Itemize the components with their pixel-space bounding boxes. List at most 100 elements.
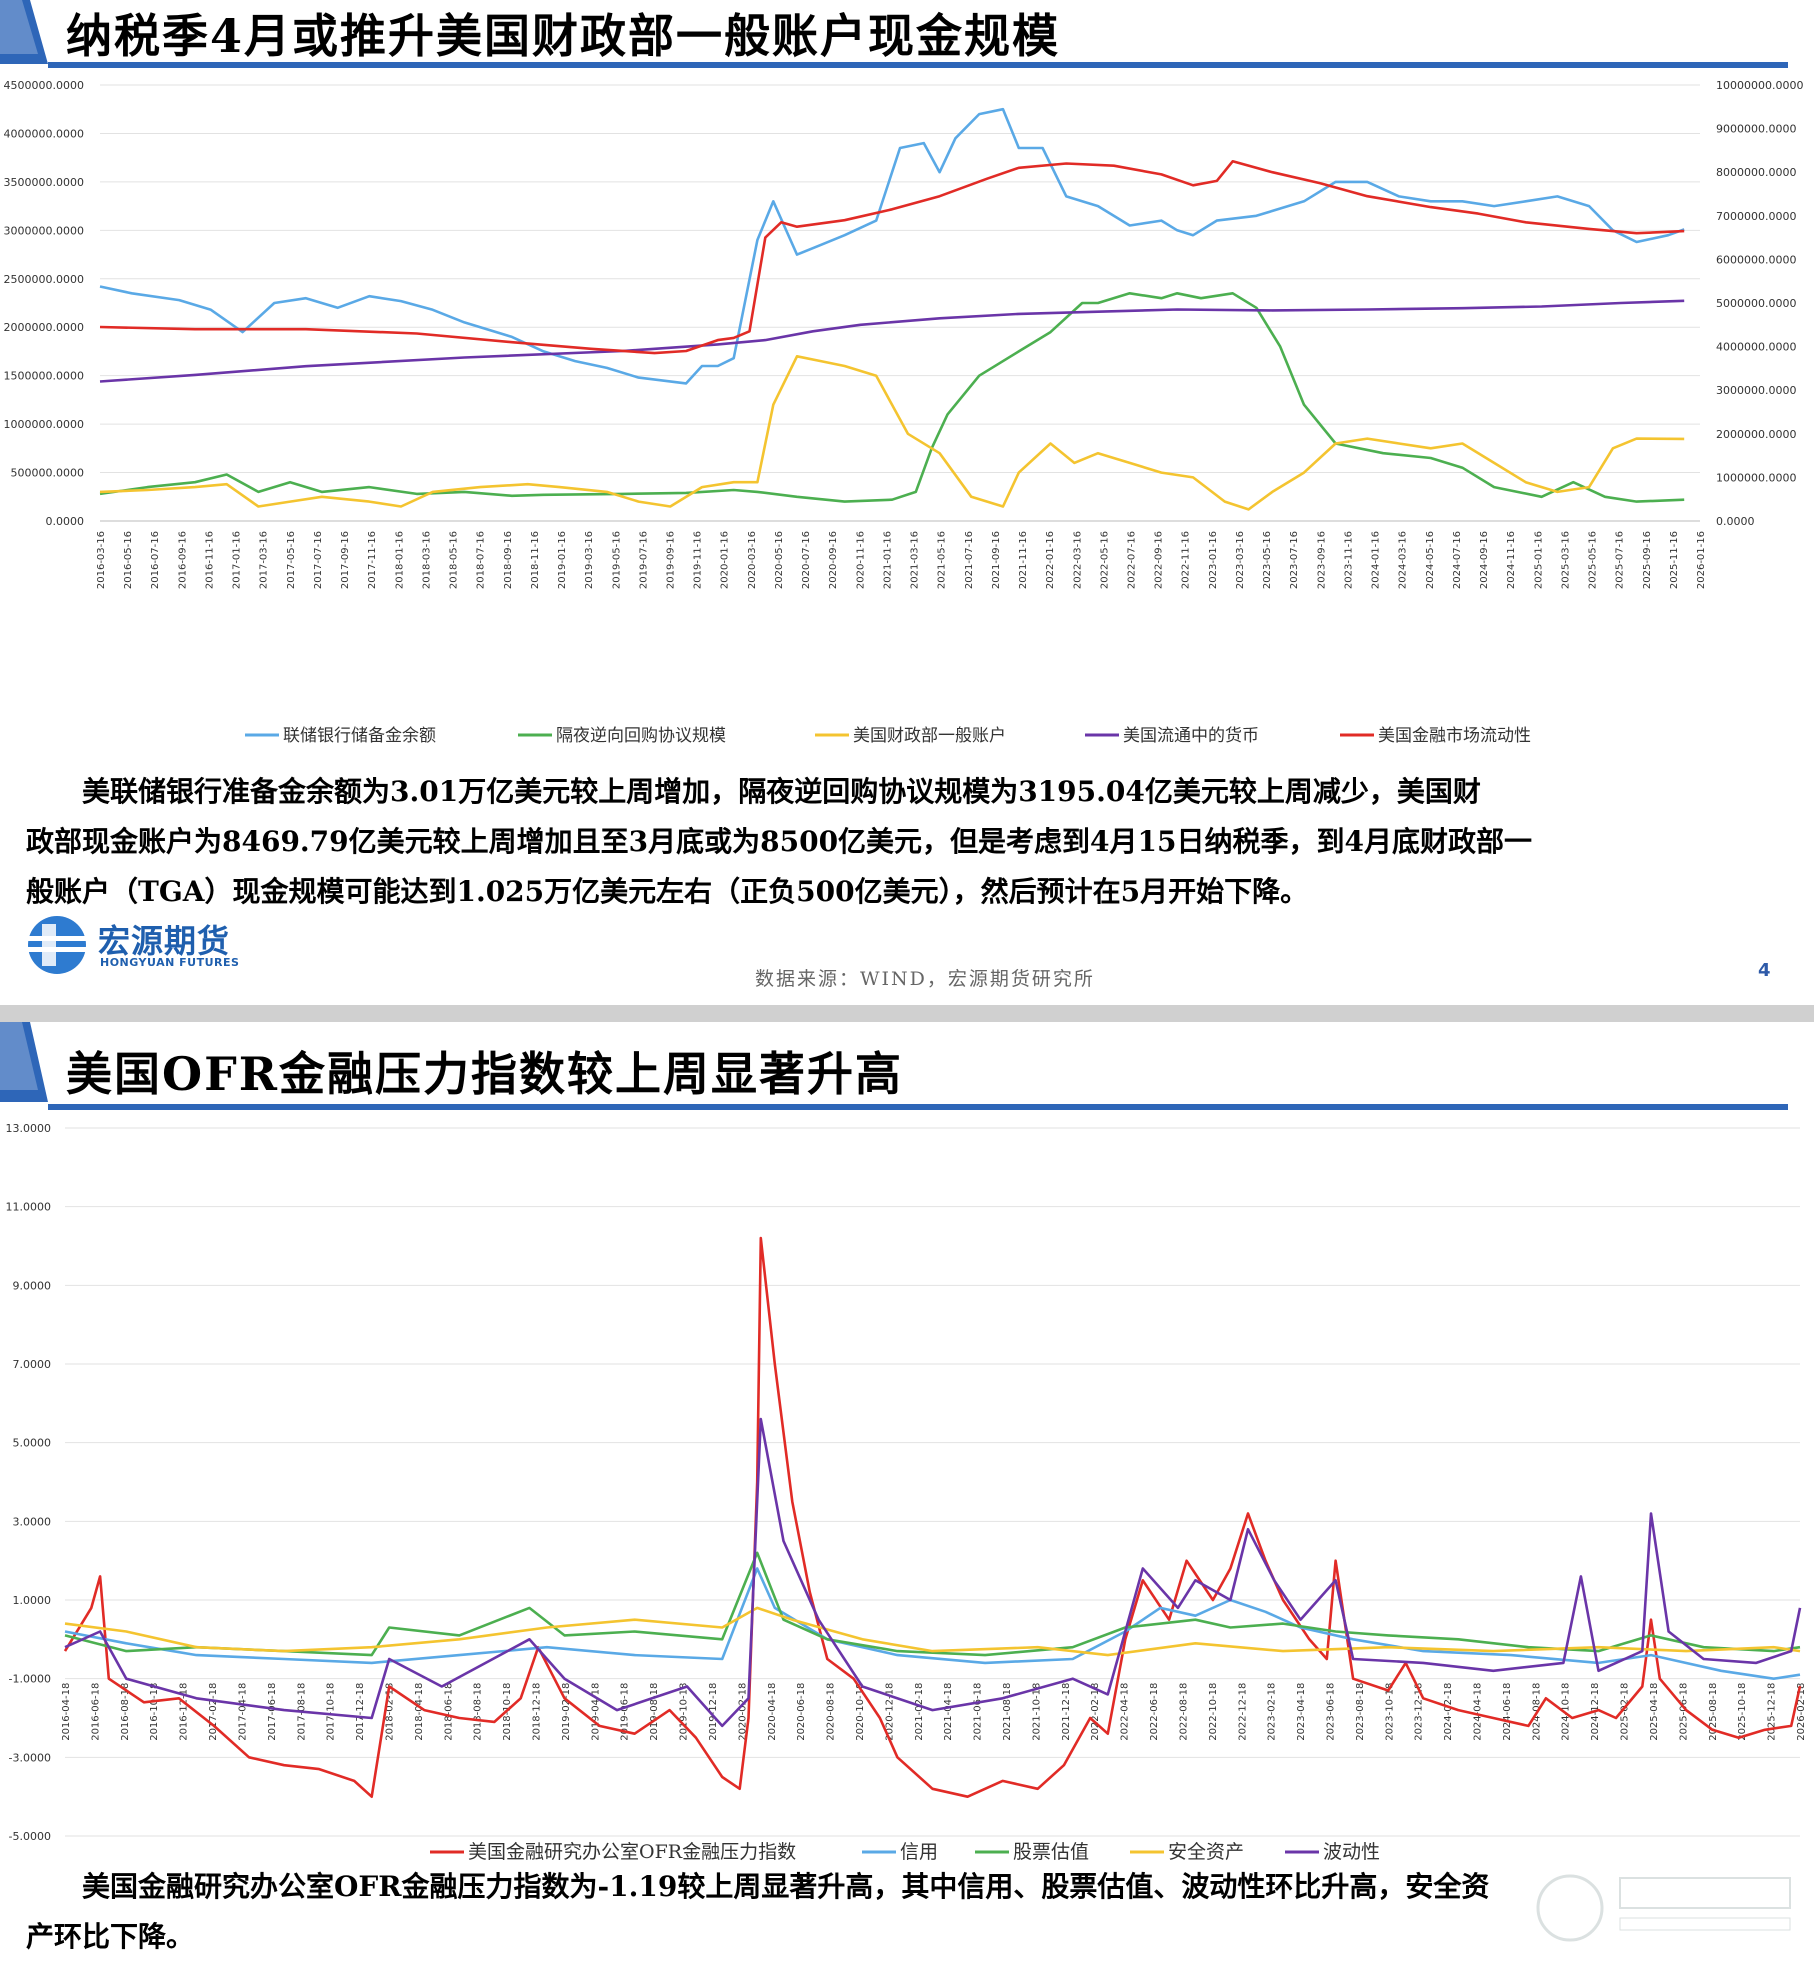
x-tick-label: 2020-05-16 bbox=[774, 531, 785, 589]
paragraph-line: 美联储银行准备金余额为3.01万亿美元较上周增加，隔夜逆回购协议规模为3195.… bbox=[26, 775, 1481, 808]
x-tick-label: 2019-04-18 bbox=[590, 1683, 601, 1741]
x-tick-label: 2019-05-16 bbox=[611, 531, 622, 589]
x-tick-label: 2017-03-16 bbox=[259, 531, 270, 589]
x-tick-label: 2020-11-16 bbox=[855, 531, 866, 589]
legend-label: 信用 bbox=[900, 1841, 938, 1863]
x-tick-label: 2025-02-18 bbox=[1620, 1683, 1631, 1741]
x-tick-label: 2017-07-16 bbox=[313, 531, 324, 589]
x-tick-label: 2018-12-18 bbox=[532, 1683, 543, 1741]
x-tick-label: 2025-04-18 bbox=[1649, 1683, 1660, 1741]
slide-separator bbox=[0, 1005, 1814, 1022]
x-tick-label: 2016-07-16 bbox=[150, 531, 161, 589]
x-tick-label: 2018-02-18 bbox=[384, 1683, 395, 1741]
x-tick-label: 2020-01-16 bbox=[720, 531, 731, 589]
paragraph-line: 美国金融研究办公室OFR金融压力指数为-1.19较上周显著升高，其中信用、股票估… bbox=[26, 1870, 1490, 1903]
x-tick-label: 2021-08-18 bbox=[1002, 1683, 1013, 1741]
x-tick-label: 2019-11-16 bbox=[693, 531, 704, 589]
legend-label: 隔夜逆向回购协议规模 bbox=[556, 726, 726, 746]
y-tick-label: 7.0000 bbox=[13, 1358, 52, 1371]
series-line bbox=[64, 1567, 1801, 1680]
page-number: 4 bbox=[1758, 960, 1771, 981]
x-tick-label: 2022-07-16 bbox=[1127, 531, 1138, 589]
x-tick-label: 2018-05-16 bbox=[449, 531, 460, 589]
x-tick-label: 2023-06-18 bbox=[1325, 1683, 1336, 1741]
y-right-tick-label: 0.0000 bbox=[1716, 515, 1755, 528]
logo-english-name: HONGYUAN FUTURES bbox=[100, 956, 240, 969]
series-line bbox=[63, 1236, 1802, 1798]
y-right-tick-label: 1000000.0000 bbox=[1716, 471, 1796, 484]
x-tick-label: 2018-09-16 bbox=[503, 531, 514, 589]
x-tick-label: 2022-10-18 bbox=[1208, 1683, 1219, 1741]
x-tick-label: 2021-06-18 bbox=[973, 1683, 984, 1741]
y-left-tick-label: 3000000.0000 bbox=[4, 224, 84, 237]
y-right-tick-label: 7000000.0000 bbox=[1716, 210, 1796, 223]
x-tick-label: 2018-11-16 bbox=[530, 531, 541, 589]
x-tick-label: 2023-08-18 bbox=[1355, 1683, 1366, 1741]
x-tick-label: 2024-11-16 bbox=[1506, 531, 1517, 589]
series-line bbox=[99, 292, 1685, 503]
legend-label: 股票估值 bbox=[1013, 1841, 1089, 1863]
x-tick-label: 2024-10-18 bbox=[1561, 1683, 1572, 1741]
y-left-tick-label: 2000000.0000 bbox=[4, 321, 84, 334]
y-left-tick-label: 500000.0000 bbox=[11, 467, 84, 480]
slide-ofr-stress: 美国OFR金融压力指数较上周显著升高 -5.0000 -3.0000 -1.0000… bbox=[0, 1022, 1814, 1966]
ofr-stress-chart: -5.0000 -3.0000 -1.0000 1.0000 3.0000 5.0000 7… bbox=[6, 1122, 1808, 1863]
x-tick-label: 2021-09-16 bbox=[991, 531, 1002, 589]
data-source: 数据来源：WIND，宏源期货研究所 bbox=[755, 968, 1095, 990]
x-tick-label: 2025-09-16 bbox=[1642, 531, 1653, 589]
x-tick-label: 2019-08-18 bbox=[649, 1683, 660, 1741]
x-tick-label: 2022-06-18 bbox=[1149, 1683, 1160, 1741]
y-right-tick-label: 3000000.0000 bbox=[1716, 384, 1796, 397]
x-tick-label: 2020-03-16 bbox=[747, 531, 758, 589]
legend-label: 美国流通中的货币 bbox=[1123, 726, 1259, 746]
x-tick-label: 2016-11-16 bbox=[204, 531, 215, 589]
x-tick-label: 2020-06-18 bbox=[796, 1683, 807, 1741]
paragraph-line: 产环比下降。 bbox=[26, 1920, 195, 1953]
x-tick-label: 2023-03-16 bbox=[1235, 531, 1246, 589]
y-tick-label: -3.0000 bbox=[9, 1751, 51, 1764]
series-line bbox=[64, 1417, 1802, 1728]
x-tick-label: 2023-09-16 bbox=[1316, 531, 1327, 589]
x-tick-label: 2024-03-16 bbox=[1398, 531, 1409, 589]
x-tick-label: 2019-10-18 bbox=[679, 1683, 690, 1741]
x-tick-label: 2016-08-18 bbox=[120, 1683, 131, 1741]
x-tick-label: 2022-04-18 bbox=[1120, 1683, 1131, 1741]
y-left-tick-label: 0.0000 bbox=[46, 515, 85, 528]
y-tick-label: 1.0000 bbox=[13, 1594, 52, 1607]
y-right-tick-label: 6000000.0000 bbox=[1716, 253, 1796, 266]
slide-liquidity: 纳税季4月或推升美国财政部一般账户现金规模 0.0000 500000.0000 1… bbox=[0, 0, 1804, 990]
x-tick-label: 2021-04-18 bbox=[943, 1683, 954, 1741]
x-tick-label: 2023-04-18 bbox=[1296, 1683, 1307, 1741]
x-tick-label: 2016-03-16 bbox=[96, 531, 107, 589]
x-tick-label: 2021-07-16 bbox=[964, 531, 975, 589]
logo-chinese-name: 宏源期货 bbox=[98, 922, 231, 960]
x-tick-label: 2026-01-16 bbox=[1696, 531, 1707, 589]
x-tick-label: 2022-09-16 bbox=[1154, 531, 1165, 589]
x-tick-label: 2025-03-16 bbox=[1560, 531, 1571, 589]
title-underline bbox=[48, 1104, 1788, 1110]
legend-label: 美国财政部一般账户 bbox=[853, 726, 1006, 746]
y-tick-label: 3.0000 bbox=[13, 1515, 52, 1528]
paragraph-line: 般账户（TGA）现金规模可能达到1.025万亿美元左右（正负500亿美元），然后… bbox=[26, 875, 1309, 908]
logo-emblem-icon bbox=[28, 916, 86, 974]
x-tick-label: 2017-02-18 bbox=[208, 1683, 219, 1741]
page-title: 纳税季4月或推升美国财政部一般账户现金规模 bbox=[66, 9, 1061, 63]
x-tick-label: 2025-12-18 bbox=[1767, 1683, 1778, 1741]
x-tick-label: 2017-10-18 bbox=[326, 1683, 337, 1741]
x-tick-label: 2021-02-18 bbox=[914, 1683, 925, 1741]
x-tick-label: 2019-06-18 bbox=[620, 1683, 631, 1741]
x-tick-label: 2019-02-18 bbox=[561, 1683, 572, 1741]
x-tick-label: 2024-06-18 bbox=[1502, 1683, 1513, 1741]
title-corner-decoration bbox=[0, 1022, 48, 1102]
x-tick-label: 2023-10-18 bbox=[1384, 1683, 1395, 1741]
x-tick-label: 2023-11-16 bbox=[1343, 531, 1354, 589]
y-tick-label: 11.0000 bbox=[6, 1201, 52, 1214]
x-tick-label: 2018-08-18 bbox=[473, 1683, 484, 1741]
x-tick-label: 2022-08-18 bbox=[1178, 1683, 1189, 1741]
title-corner-decoration bbox=[0, 0, 48, 64]
x-tick-label: 2019-09-16 bbox=[665, 531, 676, 589]
x-tick-label: 2016-05-16 bbox=[123, 531, 134, 589]
x-tick-label: 2018-07-16 bbox=[476, 531, 487, 589]
x-tick-label: 2020-07-16 bbox=[801, 531, 812, 589]
y-left-tick-label: 4000000.0000 bbox=[4, 127, 84, 140]
